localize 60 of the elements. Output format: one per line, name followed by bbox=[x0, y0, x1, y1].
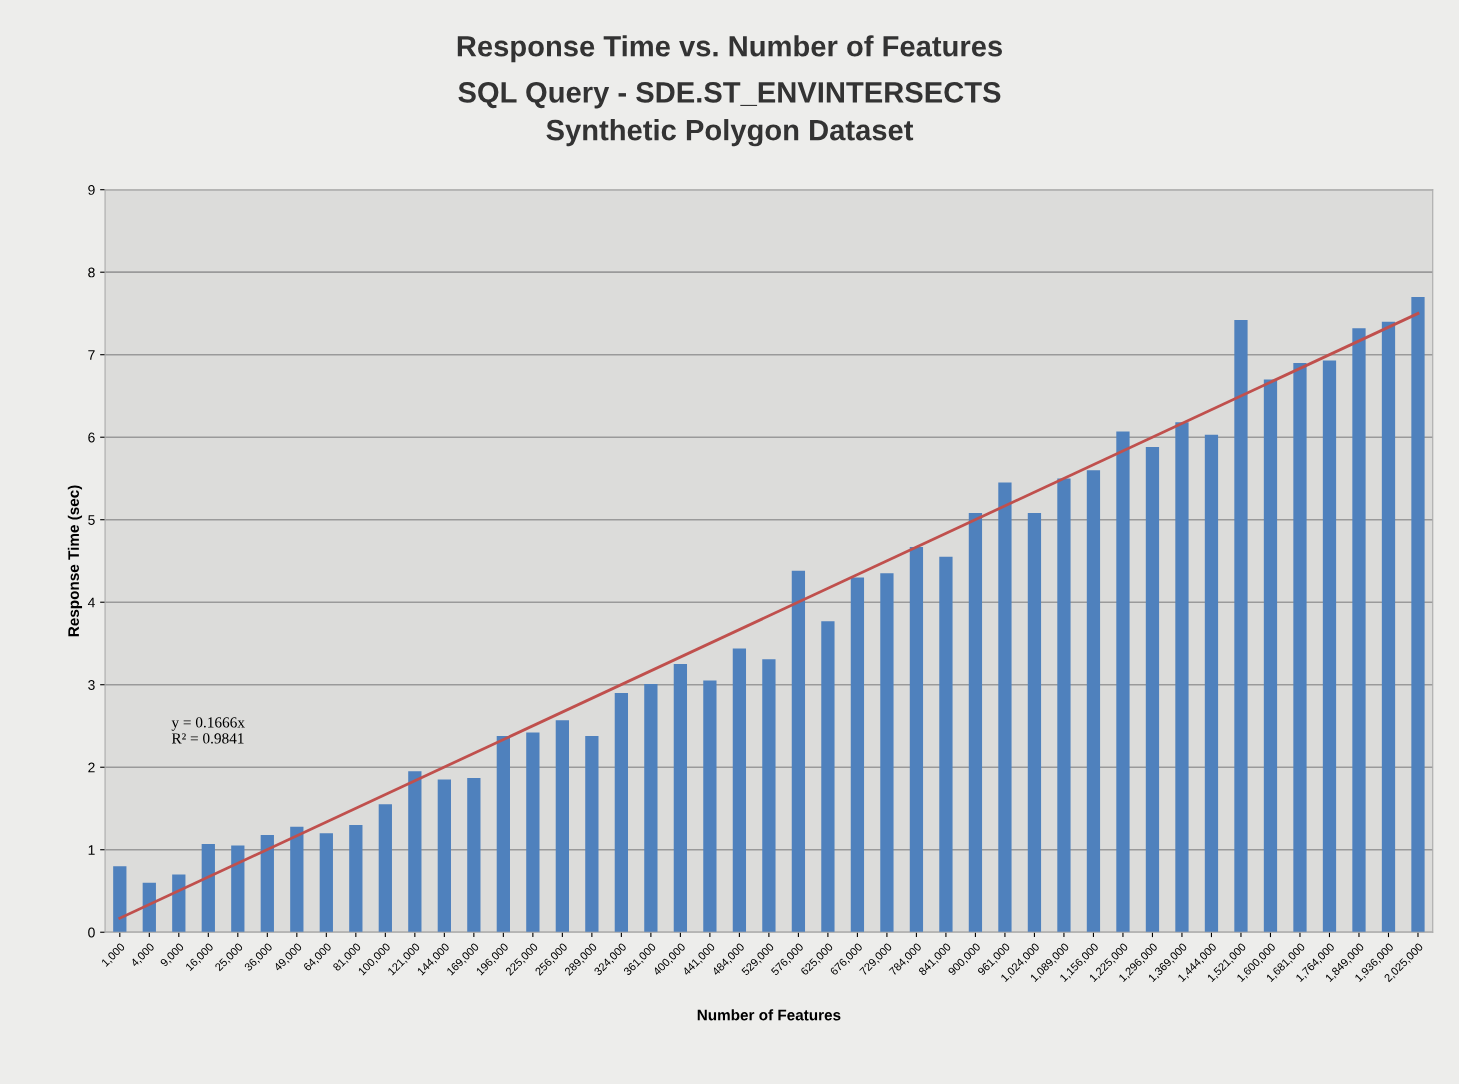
bar bbox=[644, 683, 658, 933]
bar bbox=[1322, 360, 1337, 933]
bar bbox=[231, 845, 245, 933]
bar bbox=[1027, 513, 1042, 933]
bar bbox=[113, 866, 127, 933]
chart-title: Response Time vs. Number of Features bbox=[457, 35, 1002, 63]
y-tick-label: 8 bbox=[88, 267, 95, 278]
bar bbox=[1175, 422, 1189, 933]
bar bbox=[1204, 434, 1219, 933]
bar bbox=[378, 804, 392, 933]
y-tick-label: 7 bbox=[88, 350, 95, 360]
bar bbox=[1381, 321, 1396, 933]
bar bbox=[821, 621, 835, 933]
bar bbox=[673, 664, 688, 933]
y-axis-title: Response Time (sec) bbox=[67, 485, 83, 637]
bar bbox=[496, 735, 510, 933]
y-tick-label: 9 bbox=[88, 185, 95, 195]
y-tick-label: 4 bbox=[87, 597, 95, 608]
bar bbox=[909, 546, 924, 933]
bar bbox=[880, 573, 894, 933]
bar bbox=[467, 777, 481, 933]
bar bbox=[732, 648, 747, 933]
bar bbox=[526, 732, 540, 933]
bar bbox=[939, 556, 953, 933]
bar bbox=[408, 771, 422, 933]
bar bbox=[614, 692, 629, 933]
bar bbox=[201, 843, 215, 933]
y-tick-label: 2 bbox=[88, 762, 95, 773]
bar bbox=[319, 833, 333, 933]
bar bbox=[1116, 431, 1130, 933]
bar bbox=[791, 570, 806, 933]
bar bbox=[1352, 328, 1366, 933]
bar bbox=[349, 824, 363, 933]
bar bbox=[1086, 470, 1101, 933]
bar bbox=[1057, 478, 1071, 933]
bar bbox=[1411, 296, 1425, 933]
bar bbox=[850, 577, 865, 933]
bar bbox=[998, 482, 1012, 933]
x-axis-title: Number of Features bbox=[697, 1009, 841, 1021]
bar bbox=[172, 874, 186, 933]
chart-subtitle: SQL Query - SDE.ST_ENVINTERSECTS Synthetic Polygon Dataset bbox=[458, 82, 1001, 147]
bar bbox=[260, 834, 274, 933]
bar bbox=[1234, 320, 1248, 933]
y-tick-label: 5 bbox=[88, 515, 95, 525]
bar bbox=[585, 735, 599, 933]
bar bbox=[1263, 379, 1278, 933]
bar bbox=[290, 826, 304, 933]
bar bbox=[555, 720, 569, 933]
y-tick-label: 1 bbox=[88, 845, 95, 855]
bar bbox=[1293, 362, 1307, 933]
y-tick-label: 6 bbox=[88, 432, 95, 443]
y-tick-label: 0 bbox=[88, 927, 95, 938]
bar bbox=[762, 659, 776, 933]
bar bbox=[1145, 447, 1160, 933]
bar bbox=[703, 680, 717, 933]
annotation: y = 0.1666x R² = 0.9841 bbox=[171, 717, 245, 744]
bar bbox=[968, 513, 983, 933]
y-tick-label: 3 bbox=[88, 680, 95, 690]
bar bbox=[142, 882, 156, 933]
bar bbox=[437, 779, 451, 933]
